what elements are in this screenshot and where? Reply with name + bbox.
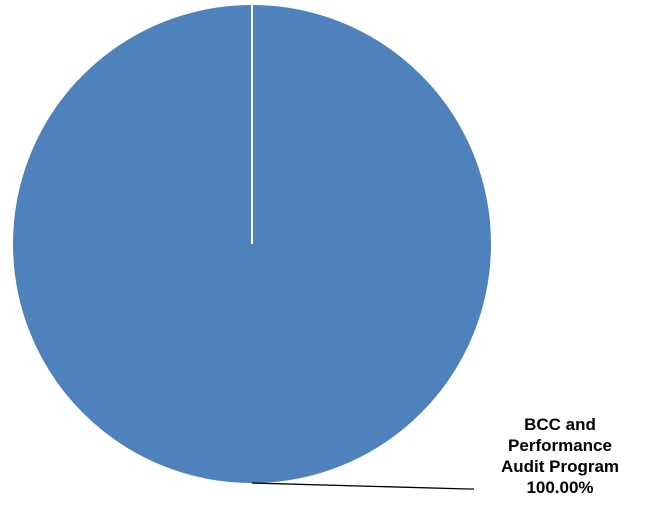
slice-data-label: BCC and Performance Audit Program 100.00… <box>472 414 648 498</box>
slice-label-line-2: Performance <box>508 436 612 455</box>
slice-label-line-3: Audit Program <box>500 457 620 476</box>
slice-percent-label: 100.00% <box>526 478 594 497</box>
slice-leader-line <box>251 482 474 490</box>
slice-label-line-1: BCC and <box>524 415 596 434</box>
